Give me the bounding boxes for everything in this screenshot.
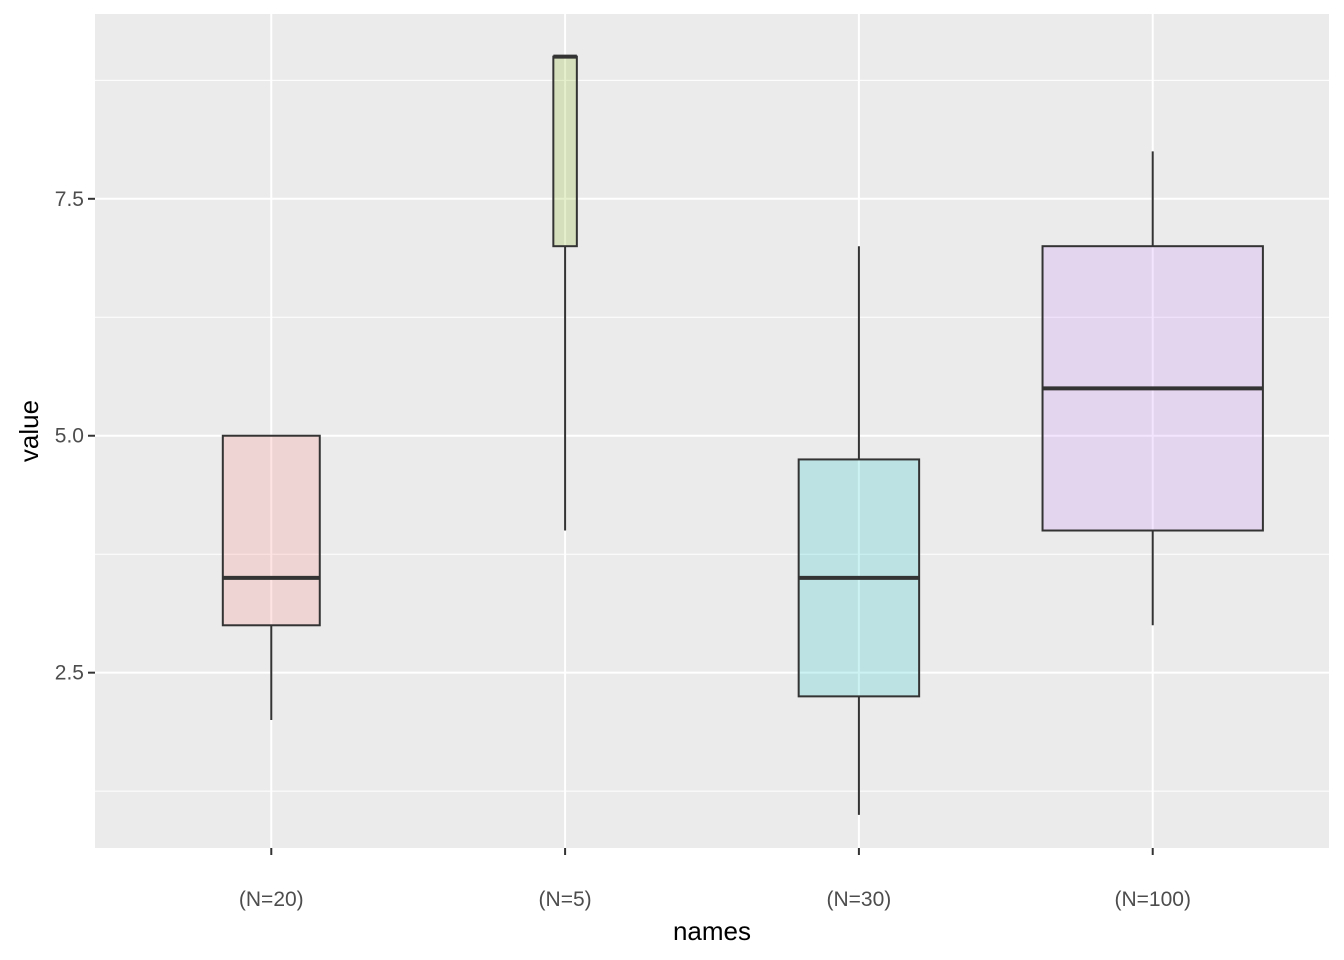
box-iqr xyxy=(221,434,321,627)
x-tick-label: (N=100) xyxy=(1114,888,1190,911)
box-4 xyxy=(1041,151,1264,626)
x-tick-label: (N=20) xyxy=(239,888,304,911)
box-3 xyxy=(797,246,921,815)
y-tick-label: 2.5 xyxy=(55,662,84,685)
plot-panel xyxy=(95,14,1329,848)
y-axis: 2.5 5.0 7.5 xyxy=(55,188,95,685)
box-2 xyxy=(552,54,578,531)
box-1 xyxy=(221,434,321,721)
minor-gridlines xyxy=(95,79,1329,792)
box-iqr xyxy=(552,55,578,248)
boxes xyxy=(221,54,1264,815)
x-axis-title: names xyxy=(673,916,751,946)
y-tick-label: 7.5 xyxy=(55,188,84,211)
y-axis-title: value xyxy=(14,400,44,462)
x-axis: (N=20) (N=5) (N=30) (N=100) xyxy=(239,848,1191,911)
y-tick-label: 5.0 xyxy=(55,425,84,448)
x-tick-label: (N=5) xyxy=(539,888,592,911)
x-tick-label: (N=30) xyxy=(827,888,892,911)
